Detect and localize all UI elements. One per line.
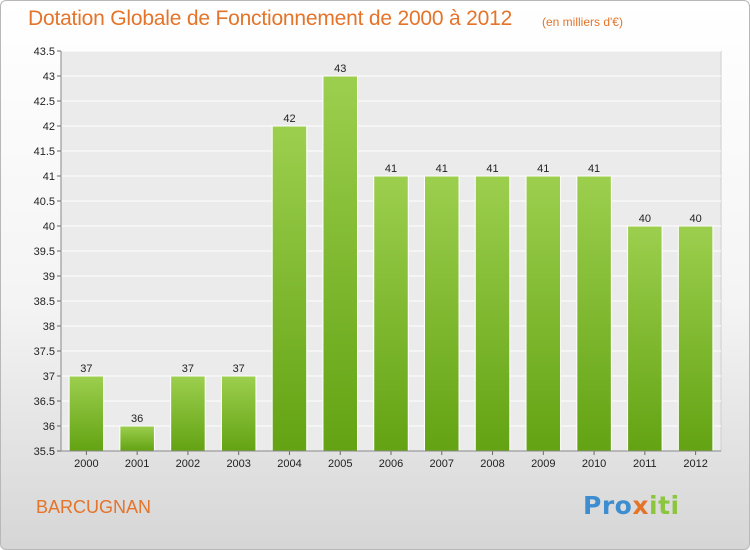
y-tick-label: 40.5 bbox=[34, 196, 55, 208]
bar-2011 bbox=[627, 225, 663, 452]
commune-name: BARCUGNAN bbox=[36, 497, 152, 517]
chart-subtitle: (en milliers d'€) bbox=[542, 15, 623, 29]
x-tick-label: 2000 bbox=[74, 458, 98, 470]
y-tick-label: 42.5 bbox=[34, 96, 55, 108]
bar-2002 bbox=[170, 375, 206, 452]
y-tick-label: 40 bbox=[43, 221, 55, 233]
chart-title: Dotation Globale de Fonctionnement de 20… bbox=[28, 7, 513, 30]
x-tick-label: 2011 bbox=[633, 458, 657, 470]
y-tick-label: 38 bbox=[43, 321, 55, 333]
logo-letter: t bbox=[658, 491, 671, 520]
bar-2006 bbox=[373, 175, 409, 452]
bar-2010 bbox=[576, 175, 612, 452]
y-tick-label: 39.5 bbox=[34, 246, 55, 258]
logo-letter: P bbox=[583, 491, 602, 520]
proxiti-logo: Proxiti bbox=[583, 491, 680, 520]
y-tick-label: 39 bbox=[43, 271, 55, 283]
data-label-2011: 40 bbox=[639, 213, 651, 225]
data-label-2006: 41 bbox=[385, 163, 397, 175]
x-tick-label: 2006 bbox=[379, 458, 403, 470]
y-tick-label: 38.5 bbox=[34, 296, 55, 308]
y-tick-label: 36 bbox=[43, 421, 55, 433]
x-tick-label: 2001 bbox=[125, 458, 149, 470]
x-tick-label: 2003 bbox=[226, 458, 250, 470]
y-tick-label: 36.5 bbox=[34, 396, 55, 408]
y-tick-label: 42 bbox=[43, 121, 55, 133]
x-tick-label: 2002 bbox=[176, 458, 200, 470]
bar-2000 bbox=[68, 375, 105, 452]
data-label-2000: 37 bbox=[80, 363, 92, 375]
x-tick-label: 2010 bbox=[582, 458, 606, 470]
x-tick-label: 2012 bbox=[683, 458, 707, 470]
x-tick-label: 2007 bbox=[430, 458, 454, 470]
x-tick-label: 2005 bbox=[328, 458, 352, 470]
x-tick-label: 2009 bbox=[531, 458, 555, 470]
bar-2005 bbox=[322, 75, 358, 452]
logo-letter: r bbox=[601, 491, 615, 520]
y-tick-label: 43 bbox=[43, 71, 55, 83]
data-label-2012: 40 bbox=[689, 213, 701, 225]
bar-2012 bbox=[677, 225, 714, 452]
data-label-2005: 43 bbox=[334, 63, 346, 75]
bar-2001 bbox=[119, 425, 155, 452]
data-label-2001: 36 bbox=[131, 413, 143, 425]
bar-2007 bbox=[424, 175, 460, 452]
data-label-2009: 41 bbox=[537, 163, 549, 175]
bar-2009 bbox=[525, 175, 562, 452]
data-label-2003: 37 bbox=[233, 363, 245, 375]
data-label-2010: 41 bbox=[588, 163, 600, 175]
y-tick-label: 41 bbox=[43, 171, 55, 183]
y-tick-label: 43.5 bbox=[34, 46, 55, 58]
x-tick-label: 2008 bbox=[480, 458, 504, 470]
y-tick-label: 35.5 bbox=[34, 446, 55, 458]
y-tick-label: 37.5 bbox=[34, 346, 55, 358]
data-label-2002: 37 bbox=[182, 363, 194, 375]
y-tick-label: 41.5 bbox=[34, 146, 55, 158]
y-tick-label: 37 bbox=[43, 371, 55, 383]
x-tick-label: 2004 bbox=[277, 458, 301, 470]
data-label-2008: 41 bbox=[486, 163, 498, 175]
data-label-2004: 42 bbox=[283, 113, 295, 125]
logo-letter: o bbox=[614, 491, 633, 520]
logo-letter: i bbox=[670, 491, 680, 520]
bar-2003 bbox=[220, 375, 257, 452]
data-label-2007: 41 bbox=[436, 163, 448, 175]
bar-2008 bbox=[474, 175, 511, 452]
logo-letter: x bbox=[632, 491, 649, 520]
bar-2004 bbox=[271, 125, 308, 452]
logo-letter: i bbox=[649, 491, 659, 520]
